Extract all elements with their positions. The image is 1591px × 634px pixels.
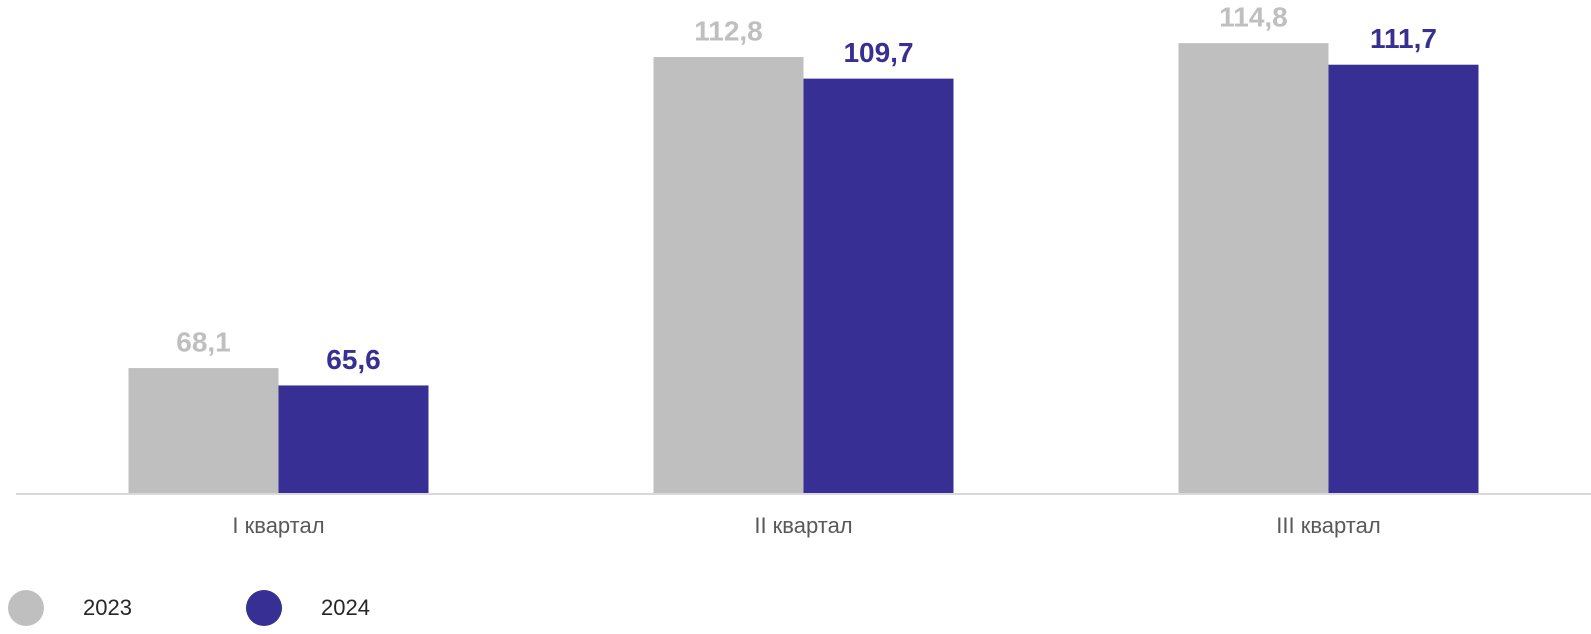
value-label: 68,1 (176, 326, 231, 357)
x-tick-label: I квартал (232, 513, 324, 538)
value-label: 109,7 (843, 37, 913, 68)
bar (803, 78, 954, 495)
bar (653, 57, 804, 494)
value-label: 65,6 (326, 344, 381, 375)
value-label: 114,8 (1219, 2, 1288, 33)
bar (1328, 64, 1479, 495)
value-label: 112,8 (694, 15, 763, 46)
legend-label: 2023 (83, 595, 132, 620)
legend-marker (246, 590, 282, 626)
x-tick-label: II квартал (754, 513, 852, 538)
bar (278, 385, 429, 494)
legend-label: 2024 (321, 595, 370, 620)
x-tick-label: III квартал (1276, 513, 1380, 538)
legend-marker (8, 590, 44, 626)
value-label: 111,7 (1370, 23, 1437, 54)
bar (128, 368, 279, 494)
bar (1178, 43, 1329, 494)
